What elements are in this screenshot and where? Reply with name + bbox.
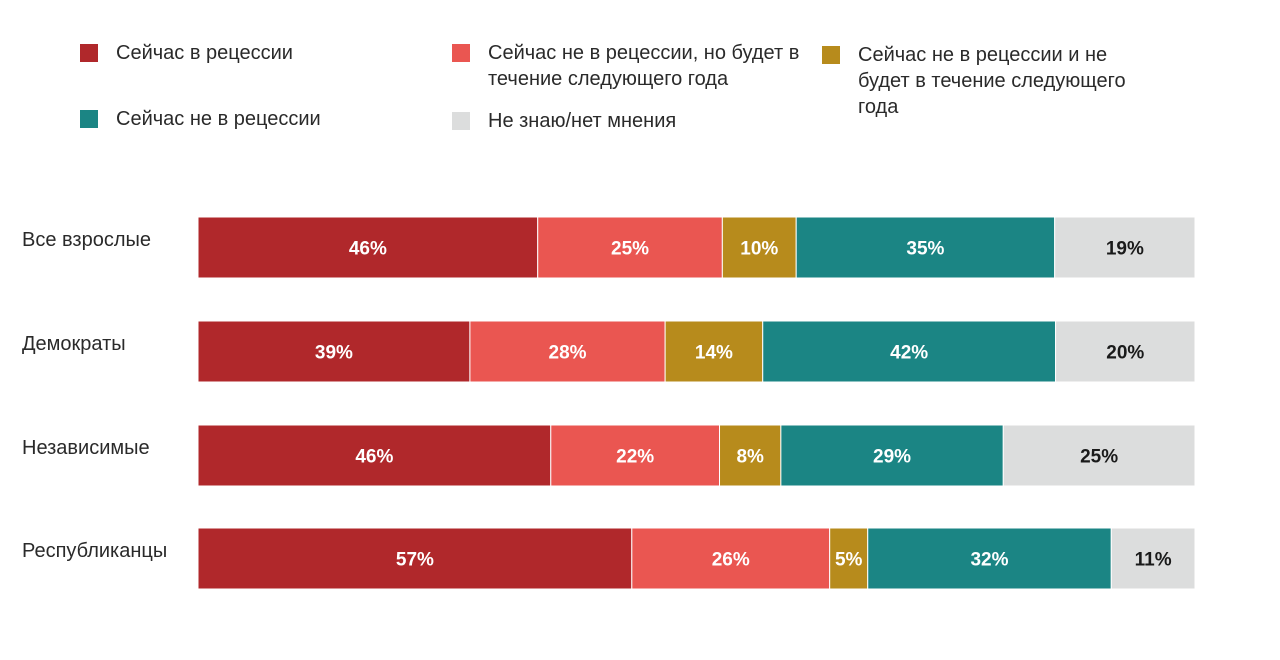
data-label: 8%	[736, 447, 764, 468]
bar-segment	[197, 216, 539, 279]
row-label: Республиканцы	[22, 540, 167, 562]
legend-label-not-now-but-next-year: Сейчас не в рецессии, но будет в течение…	[488, 42, 800, 90]
bar-segment	[664, 320, 764, 383]
legend-swatch-not-now-but-next-year	[452, 44, 470, 62]
data-label: 5%	[835, 550, 863, 571]
bar-segment	[721, 216, 797, 279]
data-label: 42%	[890, 343, 928, 364]
bar-segment	[1110, 527, 1196, 590]
legend-item-in-recession: Сейчас в рецессии	[80, 40, 410, 66]
bar-segment	[829, 527, 869, 590]
row-label: Независимые	[22, 437, 150, 459]
data-label: 32%	[970, 550, 1008, 571]
data-label: 29%	[873, 447, 911, 468]
data-label: 19%	[1106, 239, 1144, 260]
data-label: 25%	[611, 239, 649, 260]
legend-swatch-not-in-recession	[80, 110, 98, 128]
bar-segment	[631, 527, 831, 590]
bar-segment	[1054, 216, 1196, 279]
bar-segment	[469, 320, 666, 383]
data-label: 10%	[740, 239, 778, 260]
data-label: 25%	[1080, 447, 1118, 468]
bar-segment	[780, 424, 1004, 487]
bar-segment	[550, 424, 721, 487]
bar-segment	[537, 216, 723, 279]
bar-segment	[197, 527, 633, 590]
data-label: 20%	[1106, 343, 1144, 364]
legend-item-dont-know: Не знаю/нет мнения	[452, 108, 782, 134]
data-label: 35%	[906, 239, 944, 260]
bar-segment	[762, 320, 1057, 383]
legend-swatch-dont-know	[452, 112, 470, 130]
legend-item-not-now-but-next-year: Сейчас не в рецессии, но будет в течение…	[452, 40, 817, 92]
legend-item-not-in-recession: Сейчас не в рецессии	[80, 106, 410, 132]
legend-swatch-in-recession	[80, 44, 98, 62]
row-label: Демократы	[22, 333, 126, 355]
bar-segment	[1002, 424, 1196, 487]
data-label: 11%	[1135, 550, 1172, 571]
legend-label-not-in-recession: Сейчас не в рецессии	[116, 108, 321, 130]
data-label: 39%	[315, 343, 353, 364]
data-label: 26%	[712, 550, 750, 571]
chart-legend: Сейчас в рецессии Сейчас не в рецессии, …	[0, 0, 1280, 150]
data-label: 22%	[616, 447, 654, 468]
data-label: 14%	[695, 343, 733, 364]
legend-swatch-not-now-not-next-year	[822, 46, 840, 64]
legend-item-not-now-not-next-year: Сейчас не в рецессии и не будет в течени…	[822, 42, 1162, 120]
row-label: Все взрослые	[22, 229, 151, 251]
legend-label-dont-know: Не знаю/нет мнения	[488, 110, 677, 132]
data-label: 46%	[349, 239, 387, 260]
data-label: 28%	[549, 343, 587, 364]
bar-segment	[795, 216, 1056, 279]
legend-label-in-recession: Сейчас в рецессии	[116, 42, 293, 64]
legend-label-not-now-not-next-year: Сейчас не в рецессии и не будет в течени…	[858, 44, 1126, 118]
data-label: 46%	[355, 447, 393, 468]
bar-segment	[197, 424, 552, 487]
bar-segment	[1055, 320, 1196, 383]
bar-segment	[719, 424, 782, 487]
data-label: 57%	[396, 550, 434, 571]
